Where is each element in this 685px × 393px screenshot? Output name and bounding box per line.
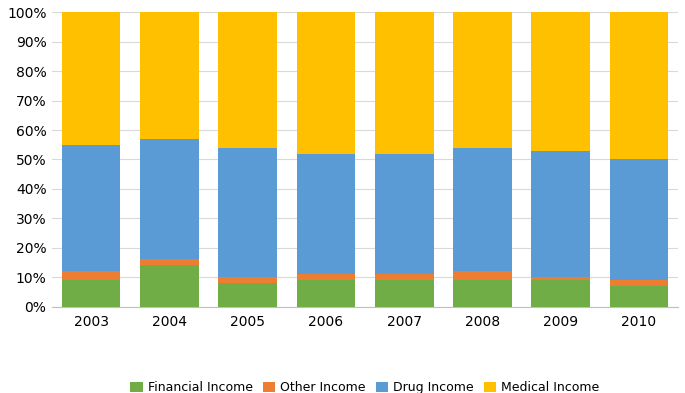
Bar — [532, 13, 590, 151]
Bar — [62, 13, 121, 145]
Bar — [140, 259, 199, 265]
Bar — [62, 280, 121, 307]
Bar — [375, 13, 434, 154]
Bar — [532, 151, 590, 277]
Bar — [219, 277, 277, 283]
Bar — [297, 13, 356, 154]
Bar — [532, 277, 590, 280]
Bar — [610, 286, 669, 307]
Bar — [375, 280, 434, 307]
Bar — [140, 265, 199, 307]
Bar — [219, 13, 277, 148]
Bar — [297, 280, 356, 307]
Bar — [297, 274, 356, 280]
Bar — [453, 148, 512, 271]
Bar — [219, 148, 277, 277]
Bar — [62, 145, 121, 271]
Bar — [62, 271, 121, 280]
Bar — [219, 283, 277, 307]
Bar — [610, 160, 669, 280]
Legend: Financial Income, Other Income, Drug Income, Medical Income: Financial Income, Other Income, Drug Inc… — [127, 378, 603, 393]
Bar — [453, 271, 512, 280]
Bar — [297, 154, 356, 274]
Bar — [610, 280, 669, 286]
Bar — [453, 280, 512, 307]
Bar — [140, 13, 199, 139]
Bar — [140, 139, 199, 259]
Bar — [375, 274, 434, 280]
Bar — [375, 154, 434, 274]
Bar — [532, 280, 590, 307]
Bar — [453, 13, 512, 148]
Bar — [610, 13, 669, 160]
